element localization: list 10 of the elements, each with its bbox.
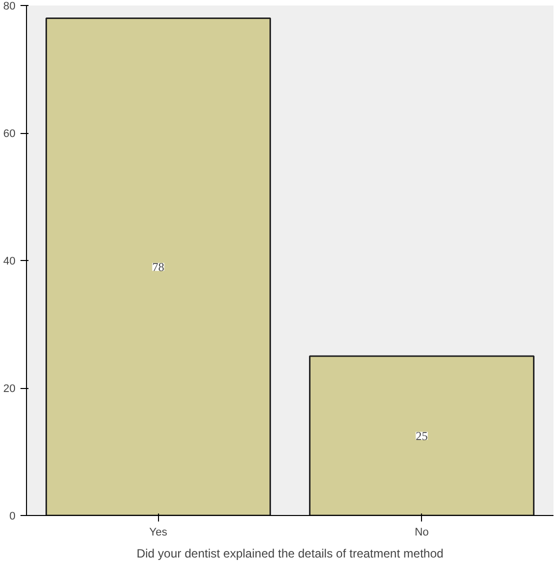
x-tick-label: Yes	[149, 526, 168, 538]
data-label: 25	[416, 428, 428, 443]
y-tick-label: 80	[3, 0, 16, 12]
y-tick-label: 0	[9, 510, 16, 522]
y-tick-label: 60	[3, 128, 16, 140]
data-label: 78	[152, 260, 164, 274]
y-tick-label: 40	[3, 256, 16, 268]
x-tick-label: No	[414, 526, 429, 538]
x-axis-title: Did your dentist explained the details of treatment method	[136, 546, 444, 560]
y-tick-label: 20	[3, 383, 16, 395]
